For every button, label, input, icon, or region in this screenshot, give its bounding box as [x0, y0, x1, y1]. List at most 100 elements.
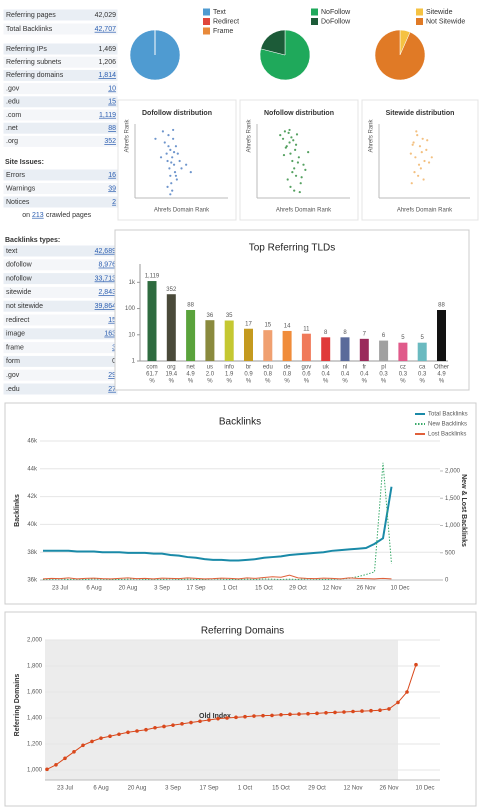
legend-label: Text	[213, 9, 226, 16]
scatter-point	[165, 152, 168, 155]
share-label: 61.7	[146, 372, 158, 378]
value-link[interactable]: 15	[108, 317, 116, 324]
scatter-point	[282, 153, 286, 157]
scatter-point	[290, 136, 293, 139]
point-marker	[162, 724, 166, 729]
row-label: .edu	[6, 386, 20, 393]
x-tick-label: fr	[362, 365, 366, 371]
table-row	[2, 134, 119, 148]
value-link[interactable]: 27	[108, 386, 116, 393]
value-link[interactable]: 42,689	[95, 248, 117, 255]
point-marker	[207, 718, 211, 722]
share-unit: %	[207, 379, 213, 385]
row-label: nofollow	[6, 275, 33, 282]
row-value: 1,469	[98, 46, 116, 53]
x-tick-label: uk	[323, 365, 330, 371]
panel	[117, 99, 237, 221]
x-tick-label: 3 Sep	[154, 586, 170, 592]
table-row	[2, 68, 119, 82]
bar	[398, 342, 408, 361]
scatter-point	[178, 159, 181, 163]
value-label: 88	[187, 303, 194, 309]
value-label: 7	[363, 331, 367, 337]
point-marker	[405, 690, 409, 694]
share-label: 0.3	[399, 372, 408, 378]
share-unit: %	[400, 379, 406, 385]
scatter-point	[279, 134, 282, 137]
x-tick-label: net	[186, 365, 195, 371]
x-tick-label: 10 Dec	[390, 586, 409, 592]
value-link[interactable]: 39,864	[95, 303, 117, 310]
bar	[417, 342, 427, 361]
point-marker	[297, 712, 301, 716]
x-tick-label: nl	[343, 365, 348, 371]
share-label: 0.9	[244, 372, 253, 378]
point-marker	[315, 711, 319, 716]
point-marker	[189, 720, 193, 725]
point-marker	[243, 714, 247, 719]
y-tick-label: 42k	[27, 494, 38, 500]
share-label: 19.4	[165, 372, 177, 378]
share-unit: %	[304, 379, 310, 385]
y2-axis-label: New & Lost Backlinks	[460, 474, 467, 547]
series-line	[42, 462, 392, 580]
value-link[interactable]: 33,713	[95, 275, 117, 282]
value-link[interactable]: 8,976	[98, 262, 116, 269]
x-axis-label: Ahrefs Domain Rank	[276, 208, 332, 214]
share-label: 0.6	[302, 372, 311, 378]
scatter-point	[415, 130, 418, 133]
point-marker	[81, 743, 85, 748]
scatter-point	[410, 182, 413, 185]
bar	[205, 320, 215, 361]
point-marker	[360, 709, 364, 713]
value-link[interactable]: 2,843	[98, 289, 116, 296]
value-label: 14	[284, 324, 291, 330]
value-link[interactable]: 1,119	[99, 112, 116, 119]
point-marker	[180, 722, 184, 726]
share-label: 0.3	[379, 372, 388, 378]
value-link[interactable]: 163	[104, 331, 116, 338]
scatter-point	[175, 178, 178, 181]
share-unit: %	[381, 379, 387, 385]
scatter-point	[291, 159, 294, 163]
scatter-point	[176, 152, 179, 155]
value-link[interactable]: 39	[108, 185, 116, 192]
x-tick-label: 15 Oct	[255, 586, 273, 592]
row-label: Errors	[6, 172, 26, 179]
value-link[interactable]: 42,707	[95, 26, 117, 33]
y-tick-label: 1,800	[27, 664, 43, 670]
value-link[interactable]: 16	[108, 172, 116, 179]
share-unit: %	[227, 379, 233, 385]
point-marker	[99, 736, 103, 740]
crawled-count[interactable]: 213	[32, 212, 44, 219]
scatter-point	[293, 189, 296, 192]
point-marker	[108, 734, 112, 738]
x-tick-label: 3 Sep	[165, 786, 181, 792]
legend-label: Total Backlinks	[428, 412, 468, 418]
value-link[interactable]: 15	[108, 99, 116, 106]
row-label: text	[6, 248, 17, 255]
table-row	[2, 382, 119, 396]
x-tick-label: 23 Jul	[57, 786, 73, 792]
share-label: 0.3	[418, 372, 427, 378]
point-marker	[153, 725, 157, 730]
value-link[interactable]: 3	[112, 344, 116, 351]
scatter-point	[169, 193, 172, 196]
x-tick-label: com	[146, 365, 157, 371]
point-marker	[63, 756, 67, 761]
scatter-point	[284, 146, 287, 149]
legend-label: DoFollow	[321, 18, 351, 25]
bar	[321, 337, 331, 361]
scatter-point	[427, 161, 431, 164]
annotation: Old Index	[199, 713, 231, 720]
value-link[interactable]: 88	[108, 125, 116, 132]
scatter-point	[430, 156, 433, 159]
value-link[interactable]: 1,814	[98, 72, 116, 79]
value-link[interactable]: 2	[112, 199, 116, 206]
bar	[359, 338, 369, 361]
value-link[interactable]: 352	[104, 138, 116, 145]
y-tick-label: 1,400	[27, 716, 43, 722]
value-link[interactable]: 10	[108, 85, 116, 92]
x-axis-label: Ahrefs Domain Rank	[154, 208, 210, 214]
value-link[interactable]: 29	[108, 372, 116, 379]
